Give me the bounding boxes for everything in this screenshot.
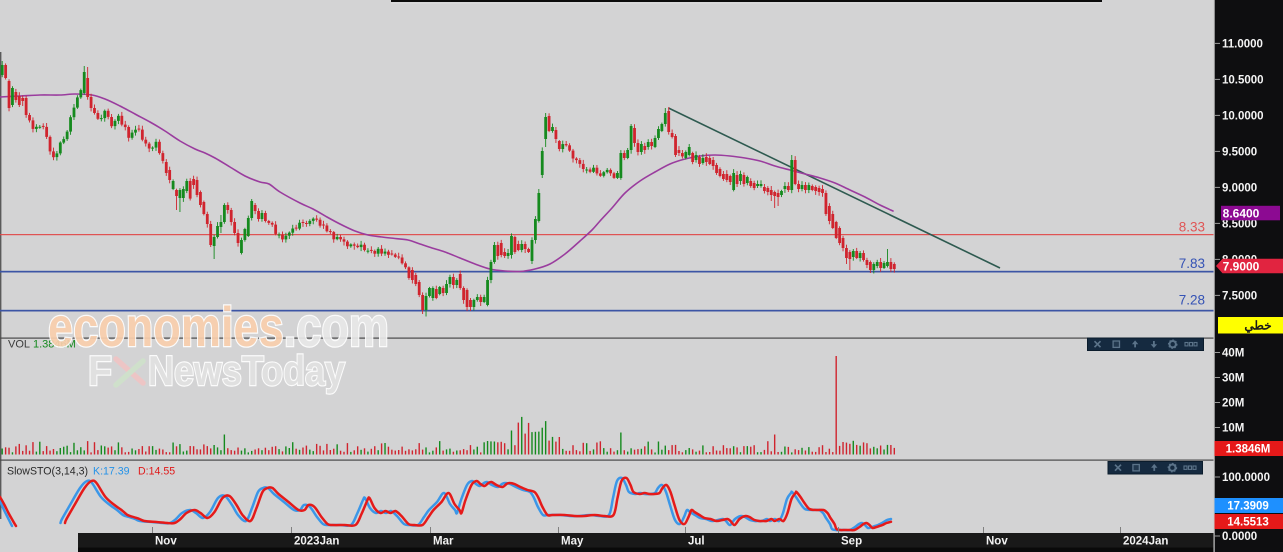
svg-text:economies.com: economies.com [48, 295, 389, 358]
svg-text:NewsToday: NewsToday [148, 347, 346, 394]
svg-text:40M: 40M [1222, 348, 1244, 360]
svg-text:10.0000: 10.0000 [1222, 110, 1264, 122]
svg-text:30M: 30M [1222, 373, 1244, 385]
svg-text:10M: 10M [1222, 423, 1244, 435]
svg-text:VOL: VOL [8, 339, 30, 351]
svg-text:F: F [88, 347, 112, 394]
svg-text:2023Jan: 2023Jan [294, 536, 339, 548]
svg-text:D:14.55: D:14.55 [138, 466, 175, 478]
svg-text:2024Jan: 2024Jan [1123, 536, 1168, 548]
svg-text:0.0000: 0.0000 [1222, 531, 1257, 543]
svg-text:1.3846M: 1.3846M [1226, 444, 1271, 456]
svg-text:Sep: Sep [841, 536, 862, 548]
svg-text:20M: 20M [1222, 398, 1244, 410]
svg-text:7.28: 7.28 [1179, 293, 1205, 308]
svg-text:8.6400: 8.6400 [1223, 206, 1260, 220]
svg-text:May: May [561, 536, 584, 548]
svg-text:100.0000: 100.0000 [1222, 472, 1270, 484]
svg-text:8.33: 8.33 [1179, 220, 1205, 235]
svg-text:14.5513: 14.5513 [1227, 517, 1269, 529]
svg-text:17.3909: 17.3909 [1227, 501, 1269, 513]
svg-text:SlowSTO(3,14,3): SlowSTO(3,14,3) [7, 466, 88, 478]
svg-text:1.3846M: 1.3846M [33, 339, 76, 351]
svg-text:Jul: Jul [688, 536, 705, 548]
svg-text:8.5000: 8.5000 [1222, 218, 1257, 230]
svg-text:K:17.39: K:17.39 [93, 466, 130, 478]
svg-text:11.0000: 11.0000 [1222, 38, 1263, 50]
svg-text:Nov: Nov [155, 536, 177, 548]
svg-text:7.5000: 7.5000 [1222, 290, 1257, 302]
svg-text:10.5000: 10.5000 [1222, 74, 1264, 86]
svg-text:7.83: 7.83 [1179, 256, 1205, 271]
svg-text:9.5000: 9.5000 [1222, 146, 1257, 158]
svg-text:خطي: خطي [1244, 319, 1271, 334]
svg-text:Nov: Nov [986, 536, 1008, 548]
svg-text:Mar: Mar [433, 536, 454, 548]
svg-text:9.0000: 9.0000 [1222, 182, 1257, 194]
svg-text:7.9000: 7.9000 [1223, 259, 1260, 273]
